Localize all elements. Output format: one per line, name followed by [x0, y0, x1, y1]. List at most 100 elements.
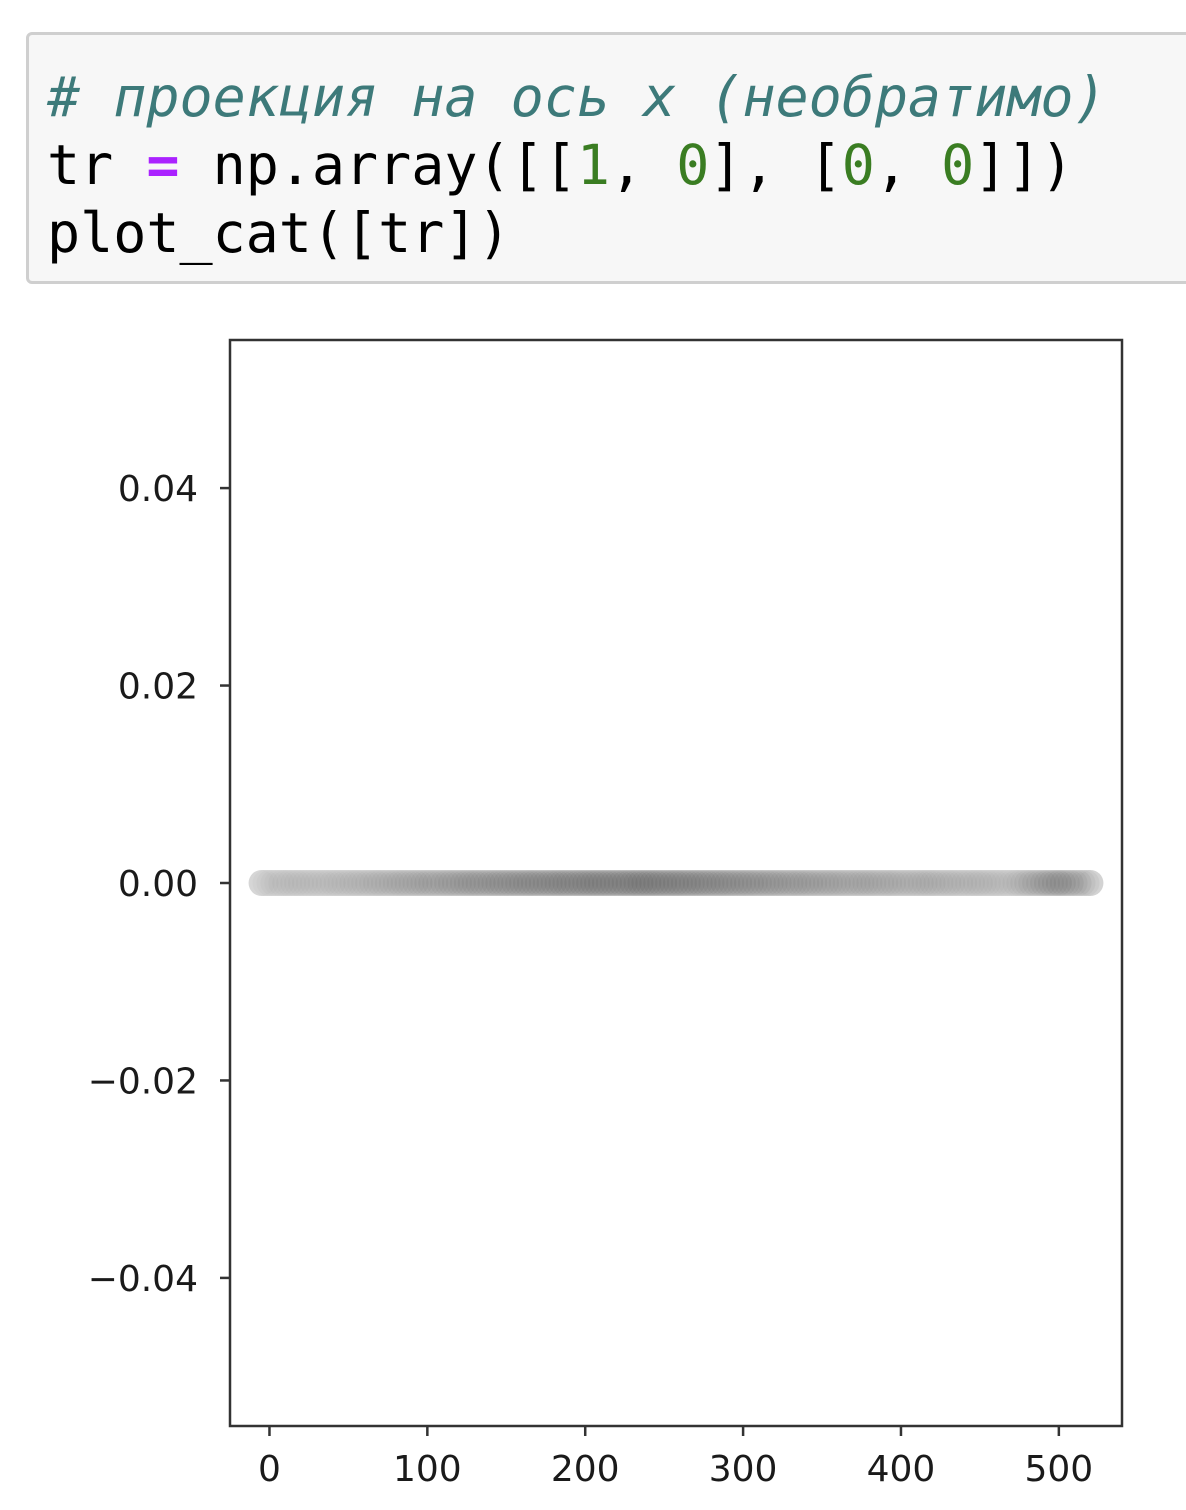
data-point — [366, 870, 393, 896]
data-point — [714, 870, 741, 896]
code-token-number: 0 — [676, 133, 710, 197]
data-point — [876, 870, 903, 896]
data-point — [414, 870, 441, 896]
data-point — [666, 870, 693, 896]
data-point — [441, 870, 468, 896]
x-axis: 0 100 200 300 400 500 — [258, 1426, 1093, 1490]
data-point — [891, 870, 918, 896]
data-point — [939, 870, 966, 896]
data-point — [868, 870, 895, 896]
data-point — [757, 870, 784, 896]
data-point — [1034, 870, 1061, 896]
points-band — [248, 870, 1104, 896]
data-point — [982, 870, 1009, 896]
data-point — [927, 870, 954, 896]
data-point — [370, 870, 397, 896]
data-point — [323, 870, 350, 896]
data-point — [722, 870, 749, 896]
data-point — [777, 870, 804, 896]
data-point — [1045, 870, 1072, 896]
data-point — [572, 870, 599, 896]
data-point — [335, 870, 362, 896]
data-point — [390, 870, 417, 896]
data-point — [749, 870, 776, 896]
data-point — [544, 870, 571, 896]
code-token-plain: ]]) — [974, 133, 1074, 197]
data-point — [438, 870, 465, 896]
data-point — [516, 870, 543, 896]
data-point — [678, 870, 705, 896]
data-point — [327, 870, 354, 896]
data-point — [607, 870, 634, 896]
data-point — [990, 870, 1017, 896]
data-point — [911, 870, 938, 896]
data-point — [745, 870, 772, 896]
data-point — [426, 870, 453, 896]
data-point — [923, 870, 950, 896]
data-point — [844, 870, 871, 896]
y-tick-label: −0.04 — [88, 1259, 198, 1300]
data-point — [303, 870, 330, 896]
data-point — [935, 870, 962, 896]
data-point — [864, 870, 891, 896]
data-point — [1065, 870, 1092, 896]
plot-output: 0.04 0.02 0.00 −0.02 −0.04 0 100 200 300 400 500 — [0, 300, 1186, 1510]
data-point — [461, 870, 488, 896]
data-point — [895, 870, 922, 896]
data-point — [726, 870, 753, 896]
data-point — [355, 870, 382, 896]
data-point — [489, 870, 516, 896]
data-point — [682, 870, 709, 896]
data-point — [647, 870, 674, 896]
data-point — [1030, 870, 1057, 896]
data-point — [836, 870, 863, 896]
data-point — [402, 870, 429, 896]
data-point — [382, 870, 409, 896]
data-point — [299, 870, 326, 896]
data-point — [520, 870, 547, 896]
y-tick-label: 0.00 — [118, 864, 198, 905]
data-point — [1010, 870, 1037, 896]
data-point — [580, 870, 607, 896]
data-point — [943, 870, 970, 896]
x-tick-label: 400 — [867, 1449, 936, 1490]
data-point — [509, 870, 536, 896]
data-point — [359, 870, 386, 896]
data-point — [445, 870, 472, 896]
data-point — [430, 870, 457, 896]
data-point — [485, 870, 512, 896]
data-point — [986, 870, 1013, 896]
code-token-number: 0 — [841, 133, 875, 197]
data-point — [974, 870, 1001, 896]
data-point — [959, 870, 986, 896]
data-point — [710, 870, 737, 896]
data-point — [449, 870, 476, 896]
data-point — [753, 870, 780, 896]
data-point — [1026, 870, 1053, 896]
data-point — [568, 870, 595, 896]
data-point — [627, 870, 654, 896]
data-point — [347, 870, 374, 896]
code-cell[interactable]: # проекция на ось x (необратимо) tr = np… — [26, 32, 1186, 284]
data-point — [469, 870, 496, 896]
data-point — [457, 870, 484, 896]
data-point — [734, 870, 761, 896]
data-point — [848, 870, 875, 896]
data-point — [663, 870, 689, 896]
y-tick-label: −0.02 — [88, 1061, 198, 1102]
data-point — [639, 870, 666, 896]
y-tick-label: 0.02 — [118, 667, 198, 708]
data-point — [1014, 870, 1041, 896]
data-point — [497, 870, 524, 896]
data-point — [994, 870, 1021, 896]
data-point — [903, 870, 930, 896]
data-point — [291, 870, 318, 896]
data-point — [307, 870, 334, 896]
code-token-number: 0 — [941, 133, 975, 197]
data-point — [343, 870, 370, 896]
data-point — [1022, 870, 1049, 896]
data-point — [651, 870, 678, 896]
data-point — [363, 870, 390, 896]
data-point — [769, 870, 796, 896]
y-axis: 0.04 0.02 0.00 −0.02 −0.04 — [88, 469, 230, 1300]
